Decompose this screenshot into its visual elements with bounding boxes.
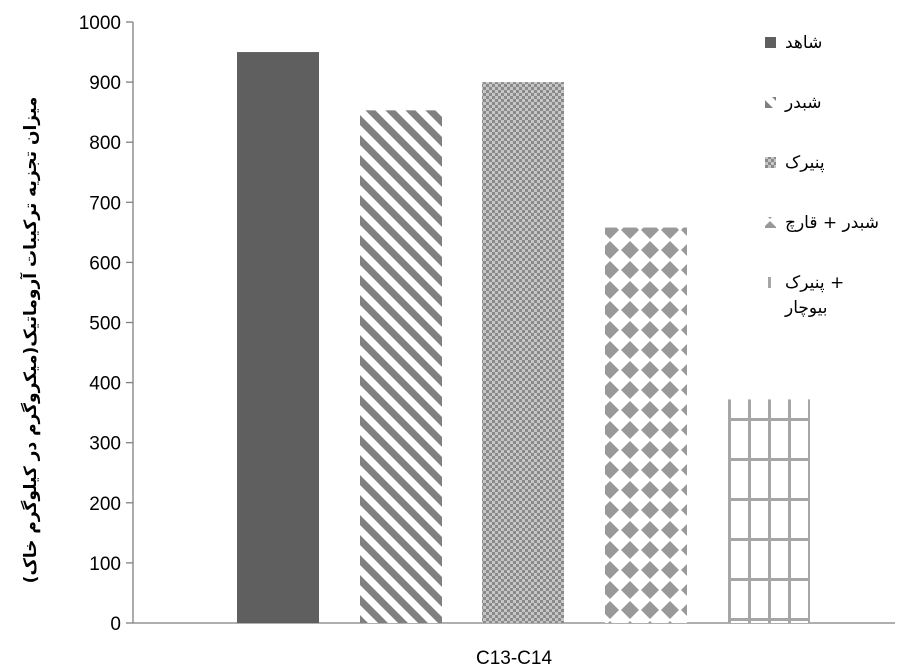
y-tick-label: 900 xyxy=(89,73,121,94)
y-tick-label: 600 xyxy=(89,253,121,274)
y-tick-label: 400 xyxy=(89,374,121,395)
y-tick-label: 200 xyxy=(89,494,121,515)
y-tick-label: 1000 xyxy=(79,13,121,34)
y-axis: 0 100 200 300 400 500 600 700 800 900 1000 xyxy=(79,13,134,635)
bar-series-1 xyxy=(237,52,319,624)
legend-label-2: شبدر xyxy=(784,93,822,113)
legend-label-5: پنیرک + xyxy=(785,273,844,293)
bar-series-5 xyxy=(728,399,810,623)
legend-swatch-5 xyxy=(765,277,776,288)
y-tick-label: 300 xyxy=(89,434,121,455)
x-category-label: C13-C14 xyxy=(476,648,552,669)
legend-label-1: شاهد xyxy=(785,33,822,53)
bars xyxy=(237,52,810,624)
y-tick-label: 500 xyxy=(89,314,121,335)
legend: شاهد شبدر پنیرک شبدر + قارچ پنیرک + بیوچار xyxy=(765,33,879,318)
y-tick-label: 800 xyxy=(89,133,121,154)
legend-label-5-cont: بیوچار xyxy=(784,298,828,318)
legend-swatch-2 xyxy=(765,97,776,108)
bar-series-2 xyxy=(360,110,442,624)
bar-series-4 xyxy=(605,227,687,624)
y-axis-label: میزان تجزیه ترکیبات آروماتیک(میکروگرم در… xyxy=(19,97,41,584)
y-tick-label: 700 xyxy=(89,193,121,214)
y-tick-label: 0 xyxy=(110,614,121,635)
legend-label-4: شبدر + قارچ xyxy=(785,213,879,233)
bar-series-3 xyxy=(482,82,564,624)
x-axis: C13-C14 xyxy=(133,622,895,669)
legend-swatch-1 xyxy=(765,37,776,48)
legend-label-3: پنیرک xyxy=(785,153,825,173)
y-tick-label: 100 xyxy=(89,554,121,575)
legend-swatch-4 xyxy=(765,217,776,228)
legend-swatch-3 xyxy=(765,157,776,168)
